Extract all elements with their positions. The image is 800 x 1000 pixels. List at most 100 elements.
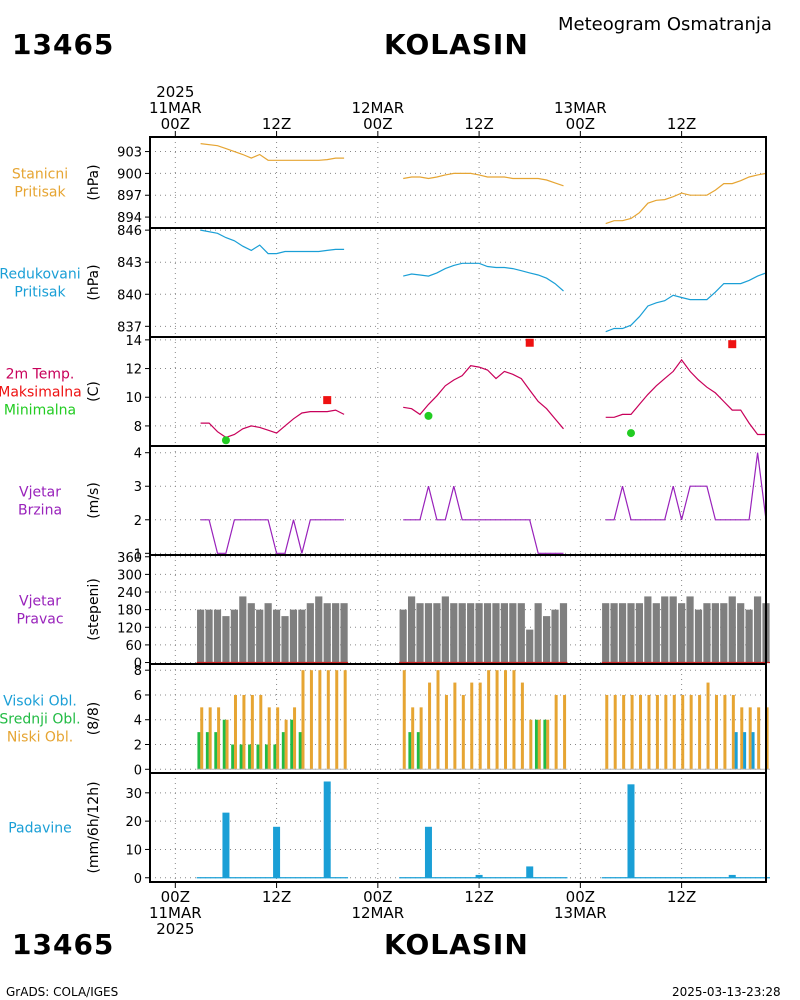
x-tick-label-bottom: 00Z [363,888,392,906]
mid-cloud-bar [298,732,302,770]
wind-direction-bar [205,609,213,663]
series-line [605,358,766,436]
credit-label: GrADS: COLA/IGES [6,985,119,999]
precip-bar [728,874,736,878]
wind-direction-bar [635,603,644,663]
panel-label: Vjetar [19,594,61,610]
station-name-bottom: KOLASIN [384,928,529,961]
station-id-top: 13465 [12,28,115,61]
mid-cloud-bar [256,744,260,770]
low-cloud-bar [428,682,432,770]
tmin-marker [424,411,433,420]
wind-direction-bar [694,609,703,663]
y-tick-label: 846 [117,224,142,239]
y-tick-label: 3 [134,480,142,495]
low-cloud-bar [318,670,322,770]
mid-cloud-bar [281,732,285,770]
low-cloud-bar [453,682,457,770]
wind-direction-bar [627,603,635,663]
x-tick-label-top: 12Z [464,115,493,133]
low-cloud-bar [301,670,305,770]
low-cloud-bar [765,707,769,770]
low-cloud-bar [208,707,212,770]
low-cloud-bar [613,694,617,770]
mid-cloud-bar [273,744,277,770]
y-tick-label: 894 [117,211,142,226]
precip-bar [526,866,534,878]
x-tick-label-top: 13MAR [554,99,607,117]
panel-label: Srednji Obl. [0,712,81,728]
wind-direction-bar [222,616,230,663]
wind-direction-bar [332,603,340,663]
x-tick-label-bottom: 2025 [156,920,194,938]
tmax-marker [323,396,332,405]
panel-label: Padavine [8,821,72,837]
panel-frame [149,772,767,883]
low-cloud-bar [698,694,702,770]
low-cloud-bar [512,670,516,770]
y-tick-label: 20 [125,815,142,830]
series-line [403,486,564,554]
low-cloud-bar [293,707,297,770]
wind-direction-bar [551,609,559,663]
low-cloud-bar [461,694,465,770]
panel-label: Pravac [16,612,63,628]
wind-direction-bar [661,596,669,663]
mid-cloud-bar [205,732,209,770]
y-tick-label: 10 [125,843,142,858]
low-cloud-bar [436,670,440,770]
y-tick-label: 903 [117,146,142,161]
low-cloud-bar [664,694,668,770]
x-tick-label-top: 2025 [156,83,194,101]
wind-direction-bar [720,603,728,663]
mid-cloud-bar [290,719,294,770]
y-tick-label: 10 [125,391,142,406]
station-name-top: KOLASIN [384,28,529,61]
high-cloud-bar [751,732,755,770]
wind-direction-bar [500,603,509,663]
wind-direction-bar [407,596,416,663]
wind-direction-bar [669,596,677,663]
wind-direction-bar [652,603,660,663]
y-tick-label: 240 [117,586,142,601]
x-tick-label-bottom: 13MAR [554,904,607,922]
wind-direction-bar [230,609,238,663]
y-axis-label: (8/8) [86,702,102,735]
precip-bar [424,826,432,878]
y-tick-label: 4 [134,714,142,729]
low-cloud-bar [495,670,499,770]
series-line [605,172,767,225]
low-cloud-bar [225,719,229,770]
y-tick-label: 8 [134,664,142,679]
wind-direction-bar [424,603,433,663]
series-line [200,143,345,161]
wind-direction-bar [289,609,298,663]
wind-direction-bar [272,609,281,663]
low-cloud-bar [630,694,634,770]
low-cloud-bar [444,694,448,770]
low-cloud-bar [233,694,237,770]
low-cloud-bar [217,707,221,770]
panel-label: Vjetar [19,485,61,501]
x-tick-label-top: 12Z [667,115,696,133]
low-cloud-bar [200,707,204,770]
wind-direction-bar [323,603,331,663]
wind-direction-bar [686,596,694,663]
series-line [200,229,345,255]
low-cloud-bar [748,707,752,770]
low-cloud-bar [284,719,288,770]
y-tick-label: 300 [117,568,142,583]
y-tick-label: 897 [117,189,142,204]
mid-cloud-bar [231,744,235,770]
x-tick-label-top: 00Z [566,115,595,133]
wind-direction-bar [618,603,627,663]
wind-direction-bar [298,609,306,663]
station-id-bottom: 13465 [12,928,115,961]
y-tick-label: 30 [125,787,142,802]
y-axis-label: (C) [86,381,102,402]
low-cloud-bar [563,694,567,770]
series-line [403,365,564,430]
wind-direction-bar [475,603,483,663]
y-tick-label: 360 [117,551,142,566]
